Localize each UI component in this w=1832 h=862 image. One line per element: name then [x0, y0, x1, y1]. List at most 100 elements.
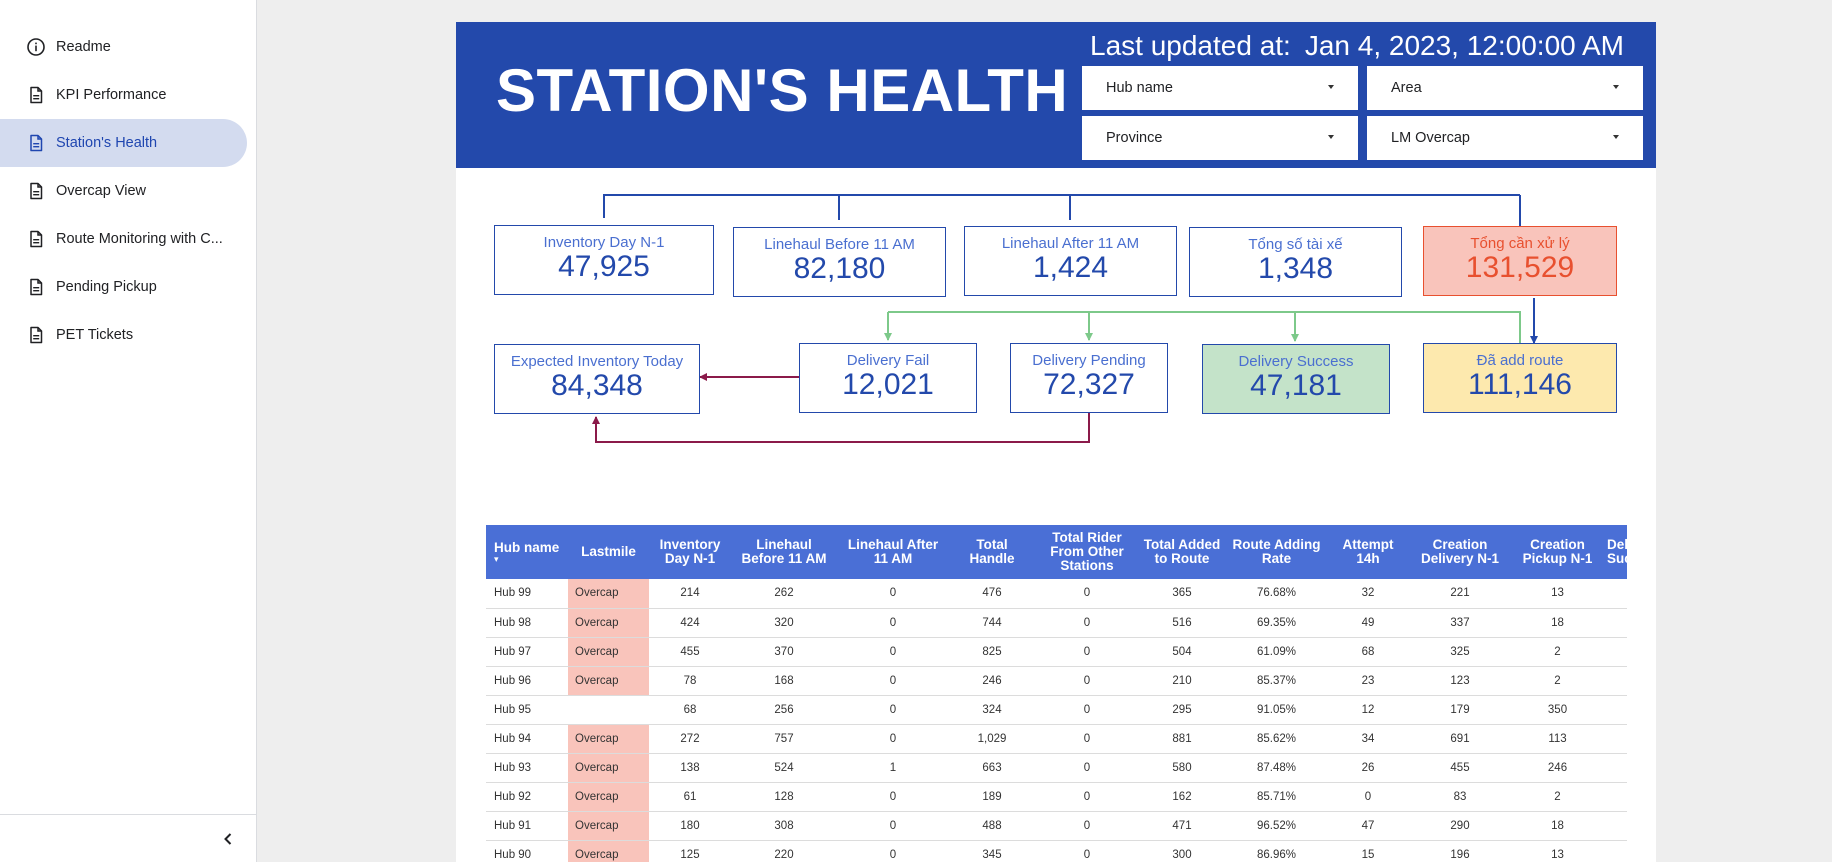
kpi-total-drivers: Tổng số tài xế 1,348 — [1189, 227, 1402, 297]
table-cell: 0 — [1035, 840, 1139, 862]
table-cell: 32 — [1328, 579, 1408, 609]
table-cell: 180 — [649, 811, 731, 841]
nav-item-label: Route Monitoring with C... — [56, 231, 223, 247]
table-body: Hub 99 Overcap 214 262 0 476 0 365 76.68% 32 221 13… — [486, 579, 1627, 862]
column-header-attempt-14h[interactable]: Attempt 14h — [1328, 525, 1408, 579]
table-cell: 580 — [1139, 753, 1225, 783]
lastmile-cell: Overcap — [568, 782, 649, 812]
table-cell: 47 — [1328, 811, 1408, 841]
table-cell: 0 — [837, 666, 949, 696]
column-header-creation-delivery[interactable]: Creation Delivery N-1 — [1408, 525, 1512, 579]
table-cell: 0 — [1328, 782, 1408, 812]
table-cell: 424 — [649, 608, 731, 638]
table-cell: 113 — [1512, 724, 1603, 754]
nav-item-readme[interactable]: Readme — [0, 23, 247, 71]
table-row[interactable]: Hub 95 68 256 0 324 0 295 91.05% 12 179 350 — [486, 695, 1627, 725]
page-nav: Readme KPI Performance Station's Health … — [0, 0, 256, 359]
kpi-delivery-success: Delivery Success 47,181 — [1202, 344, 1390, 414]
kpi-linehaul-before-11am: Linehaul Before 11 AM 82,180 — [733, 227, 946, 297]
column-header-total-added[interactable]: Total Added to Route — [1139, 525, 1225, 579]
kpi-added-route: Đã add route 111,146 — [1423, 343, 1617, 413]
area-filter[interactable]: Area — [1367, 66, 1643, 110]
table-cell: 138 — [649, 753, 731, 783]
table-row[interactable]: Hub 96 Overcap 78 168 0 246 0 210 85.37% 23 123 2 — [486, 666, 1627, 696]
kpi-label: Delivery Pending — [1032, 352, 1146, 369]
kpi-inventory-day-n1: Inventory Day N-1 47,925 — [494, 225, 714, 295]
table-cell: 96.52% — [1225, 811, 1328, 841]
table-cell — [1603, 608, 1627, 638]
column-header-linehaul-after[interactable]: Linehaul After 11 AM — [837, 525, 949, 579]
column-header-inventory-n1[interactable]: Inventory Day N-1 — [649, 525, 731, 579]
table-cell: 125 — [649, 840, 731, 862]
last-updated-value: Jan 4, 2023, 12:00:00 AM — [1304, 30, 1624, 61]
table-cell: 325 — [1408, 637, 1512, 667]
chevron-left-icon[interactable] — [218, 829, 238, 849]
hub-name-filter[interactable]: Hub name — [1082, 66, 1358, 110]
table-cell: 18 — [1512, 811, 1603, 841]
table-cell: 455 — [1408, 753, 1512, 783]
table-cell: 246 — [1512, 753, 1603, 783]
kpi-value: 82,180 — [793, 252, 886, 285]
nav-item-pet-tickets[interactable]: PET Tickets — [0, 311, 247, 359]
lastmile-cell: Overcap — [568, 579, 649, 609]
column-header-hub-name[interactable]: Hub name ▾ — [486, 525, 568, 579]
kpi-label: Delivery Success — [1238, 353, 1354, 370]
column-header-delivery-success[interactable]: Delivery Success — [1603, 525, 1627, 579]
table-row[interactable]: Hub 99 Overcap 214 262 0 476 0 365 76.68% 32 221 13 — [486, 579, 1627, 609]
table-cell: 221 — [1408, 579, 1512, 609]
table-cell: 0 — [837, 840, 949, 862]
table-cell: 516 — [1139, 608, 1225, 638]
table-row[interactable]: Hub 97 Overcap 455 370 0 825 0 504 61.09% 68 325 2 — [486, 637, 1627, 667]
nav-item-label: Overcap View — [56, 183, 146, 199]
table-cell — [1603, 637, 1627, 667]
table-cell: 455 — [649, 637, 731, 667]
column-header-linehaul-before[interactable]: Linehaul Before 11 AM — [731, 525, 837, 579]
table-cell: 210 — [1139, 666, 1225, 696]
table-row[interactable]: Hub 91 Overcap 180 308 0 488 0 471 96.52% 47 290 18 — [486, 811, 1627, 841]
kpi-value: 72,327 — [1043, 368, 1135, 401]
nav-item-kpi-performance[interactable]: KPI Performance — [0, 71, 247, 119]
table-cell: 12 — [1328, 695, 1408, 725]
nav-item-pending-pickup[interactable]: Pending Pickup — [0, 263, 247, 311]
lastmile-cell: Overcap — [568, 753, 649, 783]
column-header-total-handle[interactable]: Total Handle — [949, 525, 1035, 579]
column-header-total-rider[interactable]: Total Rider From Other Stations — [1035, 525, 1139, 579]
table-row[interactable]: Hub 90 Overcap 125 220 0 345 0 300 86.96% 15 196 13 — [486, 840, 1627, 862]
nav-item-stations-health[interactable]: Station's Health — [0, 119, 247, 167]
table-row[interactable]: Hub 93 Overcap 138 524 1 663 0 580 87.48% 26 455 24… — [486, 753, 1627, 783]
column-header-creation-pickup[interactable]: Creation Pickup N-1 — [1512, 525, 1603, 579]
column-header-lastmile[interactable]: Lastmile — [568, 525, 649, 579]
sort-desc-icon[interactable]: ▾ — [494, 553, 499, 564]
table-cell: 2 — [1512, 637, 1603, 667]
page-title: STATION'S HEALTH — [496, 57, 1069, 124]
last-updated-label: Last updated at: — [1090, 30, 1291, 61]
kpi-label: Inventory Day N-1 — [543, 234, 665, 251]
table-cell: 91.05% — [1225, 695, 1328, 725]
lastmile-cell — [568, 695, 649, 725]
table-row[interactable]: Hub 94 Overcap 272 757 0 1,029 0 881 85.62% 34 691… — [486, 724, 1627, 754]
nav-item-overcap-view[interactable]: Overcap View — [0, 167, 247, 215]
table-cell: 214 — [649, 579, 731, 609]
table-cell: 337 — [1408, 608, 1512, 638]
table-cell: 0 — [837, 637, 949, 667]
table-cell: 18 — [1512, 608, 1603, 638]
table-cell: 76.68% — [1225, 579, 1328, 609]
table-cell: 68 — [649, 695, 731, 725]
kpi-label: Tổng cần xử lý — [1470, 235, 1570, 252]
lm-overcap-filter[interactable]: LM Overcap — [1367, 116, 1643, 160]
column-header-route-adding-rate[interactable]: Route Adding Rate — [1225, 525, 1328, 579]
kpi-label: Đã add route — [1476, 352, 1564, 369]
table-cell: 168 — [731, 666, 837, 696]
table-cell: 504 — [1139, 637, 1225, 667]
hub-name-cell: Hub 95 — [486, 695, 568, 725]
nav-item-route-monitoring[interactable]: Route Monitoring with C... — [0, 215, 247, 263]
table-row[interactable]: Hub 92 Overcap 61 128 0 189 0 162 85.71% 0 83 2 — [486, 782, 1627, 812]
filter-label: Hub name — [1106, 80, 1173, 96]
province-filter[interactable]: Province — [1082, 116, 1358, 160]
table-cell: 0 — [837, 811, 949, 841]
kpi-delivery-pending: Delivery Pending 72,327 — [1010, 343, 1168, 413]
table-cell: 295 — [1139, 695, 1225, 725]
table-row[interactable]: Hub 98 Overcap 424 320 0 744 0 516 69.35% 49 337 18 — [486, 608, 1627, 638]
hub-name-cell: Hub 90 — [486, 840, 568, 862]
table-cell — [1603, 840, 1627, 862]
